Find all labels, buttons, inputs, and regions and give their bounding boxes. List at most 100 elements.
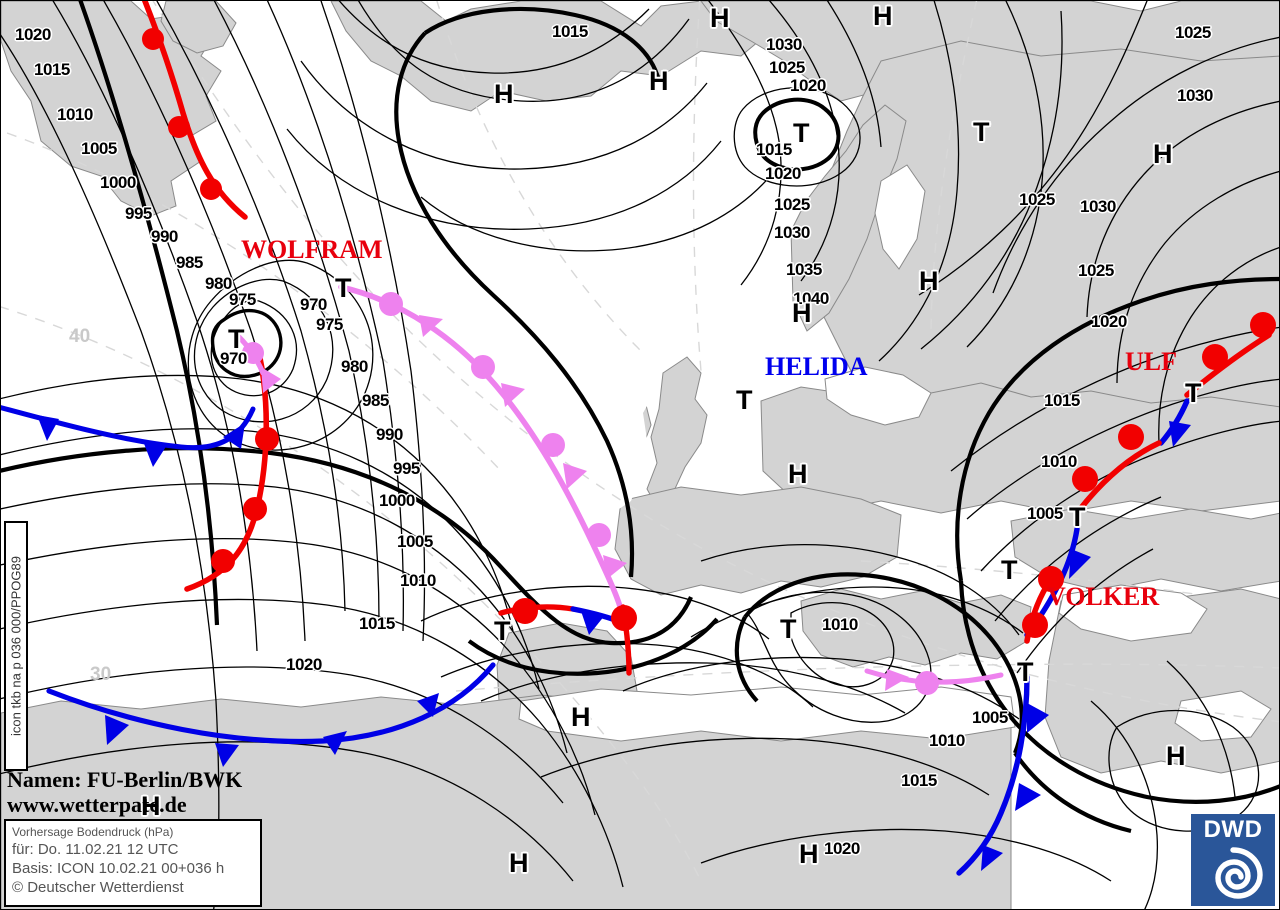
isobar-label: 1015 bbox=[34, 60, 70, 79]
cold-front-barb-ulf bbox=[1169, 421, 1191, 447]
credit-line-2: www.wetterpate.de bbox=[7, 792, 187, 817]
isobar-label: 1005 bbox=[397, 532, 433, 551]
cold-front-barbs-upper-left bbox=[37, 415, 245, 467]
cold-front-barbs-lower-left bbox=[105, 693, 439, 767]
high-pressure-centre: H bbox=[141, 791, 161, 821]
named-system-wolfram: WOLFRAM bbox=[241, 235, 383, 264]
sea-carveouts bbox=[513, 164, 1272, 742]
high-pressure-centre: H bbox=[710, 3, 730, 33]
cold-front-aegean bbox=[956, 674, 1030, 876]
high-pressure-centre: H bbox=[649, 66, 669, 96]
cold-front-barbs-aegean bbox=[981, 703, 1049, 871]
isobar-label: 1005 bbox=[972, 708, 1008, 727]
isobar-label: 1020 bbox=[1091, 312, 1127, 331]
named-system-volker: VOLKER bbox=[1047, 582, 1160, 611]
low-pressure-centre: T bbox=[736, 385, 753, 415]
isobar-label: 1025 bbox=[1175, 23, 1211, 42]
low-pressure-centre: T bbox=[780, 614, 797, 644]
warm-front-bumps-volker-south bbox=[1022, 566, 1064, 638]
isobar-label: 970 bbox=[220, 349, 247, 368]
warm-front-bumps-south bbox=[211, 427, 279, 573]
cold-front-lower-left bbox=[46, 662, 496, 745]
isobar-label: 1025 bbox=[769, 58, 805, 77]
high-pressure-centre: H bbox=[571, 702, 591, 732]
isobar-label: 1015 bbox=[1044, 391, 1080, 410]
info-model-basis: Basis: ICON 10.02.21 00+036 h bbox=[12, 860, 225, 877]
isobar-label: 1020 bbox=[15, 25, 51, 44]
high-pressure-centre: H bbox=[799, 839, 819, 869]
isobar-label: 975 bbox=[229, 290, 256, 309]
bold-isobar-layer bbox=[1, 1, 1279, 834]
low-pressure-centre: T bbox=[228, 324, 245, 354]
low-pressure-centre: T bbox=[335, 273, 352, 303]
cold-front-ulf bbox=[1158, 398, 1190, 446]
isobar-label: 1020 bbox=[765, 164, 801, 183]
info-title: Vorhersage Bodendruck (hPa) bbox=[12, 825, 174, 839]
isobar-label: 1010 bbox=[400, 571, 436, 590]
front-layer bbox=[1, 1, 1276, 876]
warm-front-bumps-north bbox=[142, 28, 222, 200]
high-pressure-centre: H bbox=[1153, 139, 1173, 169]
isobar-label: 1025 bbox=[1019, 190, 1055, 209]
named-system-ulf: ULF bbox=[1125, 347, 1177, 376]
isobar-label: 995 bbox=[393, 459, 420, 478]
occluded-front-symbols bbox=[379, 292, 627, 579]
isobar-label: 1030 bbox=[1177, 86, 1213, 105]
occluded-stub-bump bbox=[242, 342, 264, 364]
cold-front-barb-volker bbox=[1069, 549, 1091, 579]
high-pressure-centre: H bbox=[494, 79, 514, 109]
isobar-label: 1015 bbox=[756, 140, 792, 159]
forecast-info-box: Vorhersage Bodendruck (hPa) für: Do. 11.… bbox=[4, 819, 262, 907]
dwd-wordmark: DWD bbox=[1203, 816, 1263, 843]
graticule bbox=[1, 1, 1279, 882]
isobar-label: 985 bbox=[176, 253, 203, 272]
warm-front-bumps-volker-north bbox=[1072, 424, 1144, 492]
isobar-label: 975 bbox=[316, 315, 343, 334]
warm-front-bumps-ulf bbox=[1202, 312, 1276, 370]
high-pressure-centre: H bbox=[788, 459, 808, 489]
isobar-label: 1020 bbox=[286, 655, 322, 674]
low-pressure-centre: T bbox=[1001, 555, 1018, 585]
product-code-strip: icon tkb na p 036 000/PPOG89 bbox=[4, 521, 28, 771]
high-pressure-centre: H bbox=[792, 298, 812, 328]
isobar-label: 1020 bbox=[824, 839, 860, 858]
isobar-label: 980 bbox=[205, 274, 232, 293]
isobar-label: 1025 bbox=[1078, 261, 1114, 280]
isobar-label: 1010 bbox=[57, 105, 93, 124]
isobar-label: 1025 bbox=[774, 195, 810, 214]
isobar-label: 1040 bbox=[793, 289, 829, 308]
isobar-label: 1010 bbox=[1041, 452, 1077, 471]
isobar-label: 1000 bbox=[100, 173, 136, 192]
dwd-logo: DWD bbox=[1191, 814, 1275, 906]
isobar-label: 985 bbox=[362, 391, 389, 410]
isobar-label: 1005 bbox=[1027, 504, 1063, 523]
warm-front-bump-trailing bbox=[611, 605, 637, 631]
credit-line-1: Namen: FU-Berlin/BWK bbox=[7, 767, 243, 792]
low-pressure-centre: T bbox=[973, 117, 990, 147]
isobar-label: 1015 bbox=[901, 771, 937, 790]
occluded-stub-barb bbox=[261, 367, 281, 393]
isobar-label: 1030 bbox=[1080, 197, 1116, 216]
product-code-text: icon tkb na p 036 000/PPOG89 bbox=[8, 556, 24, 736]
credit-block: Namen: FU-Berlin/BWK www.wetterpate.de bbox=[7, 767, 242, 817]
dwd-spiral-icon bbox=[1215, 847, 1263, 899]
isobar-label: 1020 bbox=[790, 76, 826, 95]
high-pressure-centre: H bbox=[873, 1, 893, 31]
high-pressure-centre: H bbox=[509, 848, 529, 878]
high-pressure-centre: H bbox=[1166, 741, 1186, 771]
low-pressure-centre: T bbox=[793, 118, 810, 148]
isobar-label: 970 bbox=[300, 295, 327, 314]
cold-front-barb-biscay bbox=[581, 611, 605, 635]
isobar-label: 995 bbox=[125, 204, 152, 223]
isobar-label: 990 bbox=[151, 227, 178, 246]
occluded-front-symbols-med bbox=[885, 669, 939, 695]
high-pressure-centre: H bbox=[919, 266, 939, 296]
isobar-label: 980 bbox=[341, 357, 368, 376]
latitude-label: 30 bbox=[90, 664, 112, 685]
info-copyright: © Deutscher Wetterdienst bbox=[12, 879, 184, 896]
isobar-label: 1035 bbox=[786, 260, 822, 279]
isobar-label: 1005 bbox=[81, 139, 117, 158]
isobar-label: 990 bbox=[376, 425, 403, 444]
